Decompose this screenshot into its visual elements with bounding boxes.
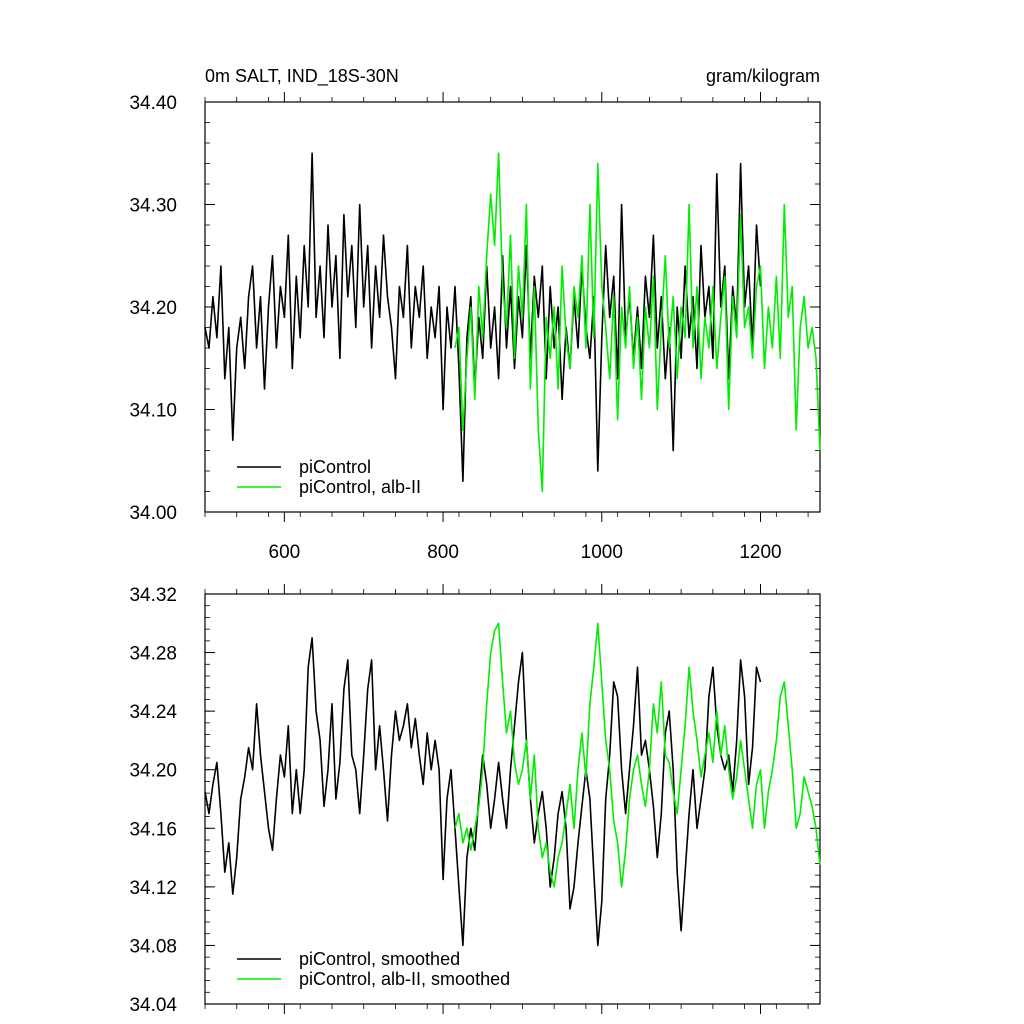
top-xtick-label: 1000 [581, 542, 623, 563]
bottom-chart-panel: 34.04 34.08 34.12 34.16 34.20 34.24 34.28 34.32… [129, 584, 821, 1016]
top-ytick-label: 34.40 [129, 93, 177, 114]
top-series-line-1 [204, 152, 762, 482]
top-ytick-label: 34.20 [129, 298, 177, 319]
top-legend-label-1: piControl [299, 457, 371, 477]
bottom-ytick-label: 34.08 [129, 936, 177, 957]
top-xtick-label: 1200 [739, 542, 781, 563]
top-ytick-label: 34.30 [129, 196, 177, 217]
bottom-legend-label-2: piControl, alb-II, smoothed [299, 969, 510, 989]
bottom-ytick-label: 34.16 [129, 819, 177, 840]
top-xtick-label: 600 [269, 542, 301, 563]
bottom-ytick-label: 34.12 [129, 878, 177, 899]
bottom-ytick-label: 34.24 [129, 702, 177, 723]
bottom-ytick-label: 34.04 [129, 995, 177, 1016]
top-ytick-label: 34.10 [129, 401, 177, 422]
bottom-legend-label-1: piControl, smoothed [299, 949, 460, 969]
top-xtick-label: 800 [427, 542, 459, 563]
top-ytick-label: 34.00 [129, 503, 177, 524]
bottom-ytick-label: 34.20 [129, 761, 177, 782]
top-series-line-2 [454, 152, 821, 493]
top-legend-label-2: piControl, alb-II [299, 477, 421, 497]
bottom-ytick-label: 34.28 [129, 644, 177, 665]
bottom-plot-frame [204, 593, 821, 1005]
top-chart-panel: 34.00 34.10 34.20 34.30 34.40 600 800 1000 1200 p… [129, 92, 821, 563]
bottom-series-line-1 [204, 637, 762, 947]
bottom-series-line-2 [454, 622, 821, 888]
top-title-right: gram/kilogram [706, 66, 820, 86]
bottom-ytick-label: 34.32 [129, 585, 177, 606]
top-title-left: 0m SALT, IND_18S-30N [205, 66, 399, 87]
